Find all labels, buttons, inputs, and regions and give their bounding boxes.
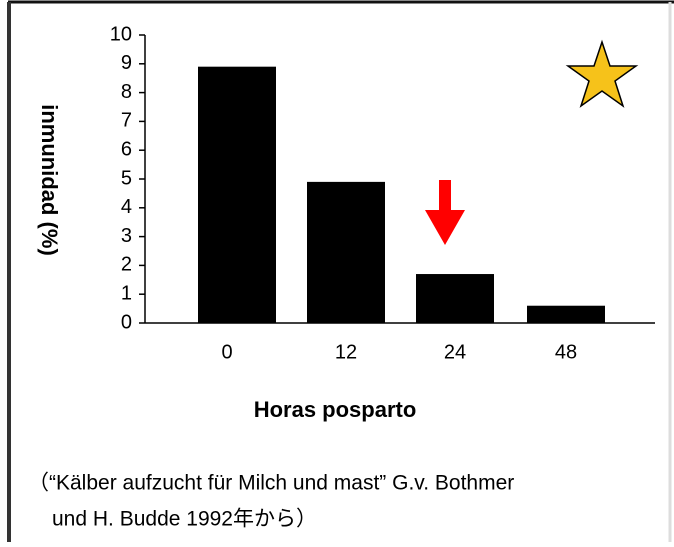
y-tick-label: 6 [121, 138, 132, 160]
y-tick-label: 4 [121, 196, 132, 218]
y-tick-label: 0 [121, 311, 132, 333]
bar [198, 66, 276, 324]
x-axis-label: Horas posparto [254, 397, 417, 422]
x-tick-label: 24 [444, 341, 466, 363]
caption: （“Kälber aufzucht für Milch und mast” G.… [28, 472, 514, 495]
caption: und H. Budde 1992年から） [52, 508, 317, 531]
bar [416, 274, 494, 323]
y-axis-label: inmunidad (%) [37, 104, 62, 256]
y-tick-label: 5 [121, 167, 132, 189]
x-tick-label: 0 [221, 341, 232, 363]
y-tick-label: 10 [110, 23, 132, 45]
bar [307, 181, 385, 323]
x-tick-label: 48 [555, 341, 577, 363]
star-icon [565, 39, 639, 108]
x-tick-label: 12 [335, 341, 357, 363]
y-tick-label: 1 [121, 282, 132, 304]
y-tick-label: 3 [121, 225, 132, 247]
y-tick-label: 8 [121, 81, 132, 103]
y-tick-label: 2 [121, 254, 132, 276]
red-arrow [425, 180, 465, 245]
y-tick-label: 7 [121, 110, 132, 132]
bar [527, 305, 605, 323]
y-tick-label: 9 [121, 52, 132, 74]
